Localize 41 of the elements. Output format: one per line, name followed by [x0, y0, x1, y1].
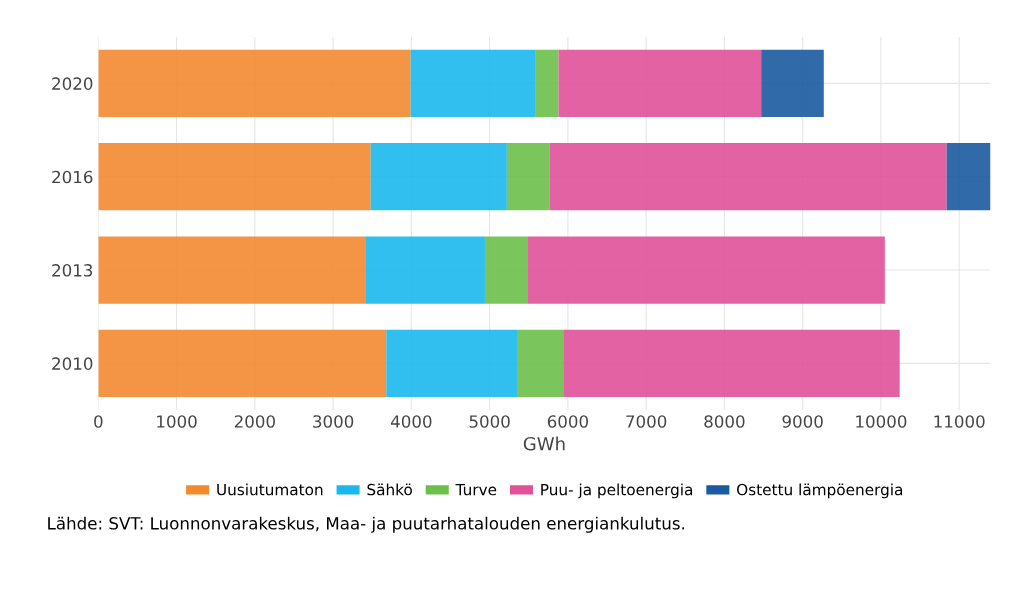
x-tick-label: 5000 [469, 415, 510, 428]
x-tick-label: 11000 [934, 415, 985, 428]
bar [370, 143, 507, 211]
y-tick-label: 2010 [52, 357, 93, 370]
x-tick-label: 8000 [704, 415, 745, 428]
legend-label: Sähkö [367, 483, 412, 496]
bar [98, 143, 371, 211]
x-axis-title: GWh [523, 436, 565, 451]
x-tick-label: 9000 [782, 415, 823, 428]
legend-label: Uusiutumaton [217, 483, 323, 496]
bar [549, 143, 947, 211]
bar [386, 329, 518, 397]
bar [946, 143, 991, 211]
y-tick-label: 2013 [52, 264, 93, 277]
x-tick-label: 0 [94, 415, 103, 428]
bar [410, 49, 536, 117]
bar [535, 49, 559, 117]
legend-label: Ostettu lämpöenergia [737, 483, 903, 499]
bar [761, 49, 824, 117]
bar [484, 236, 528, 304]
x-tick-label: 2000 [234, 415, 275, 428]
bar [558, 49, 762, 117]
bar [517, 329, 564, 397]
x-tick-label: 7000 [626, 415, 667, 428]
legend-label: Puu- ja peltoenergia [541, 483, 693, 499]
bar [527, 236, 885, 304]
x-tick-label: 10000 [856, 415, 907, 428]
text: Lähde: SVT: Luonnonvarakeskus, Maa- ja puutarhatalouden energiankulutus. [48, 516, 685, 533]
x-tick-label: 4000 [390, 415, 432, 428]
x-tick-label: 6000 [547, 415, 588, 428]
bar [563, 329, 900, 397]
bar [506, 143, 550, 211]
bar [98, 236, 366, 304]
x-tick-label: 3000 [313, 415, 354, 428]
y-tick-label: 2016 [52, 170, 93, 184]
x-tick-label: 1000 [157, 415, 197, 428]
legend-label: Turve [455, 483, 497, 496]
bar [98, 329, 387, 397]
bar [365, 236, 485, 304]
y-tick-label: 2020 [52, 77, 93, 90]
bar [98, 49, 411, 117]
